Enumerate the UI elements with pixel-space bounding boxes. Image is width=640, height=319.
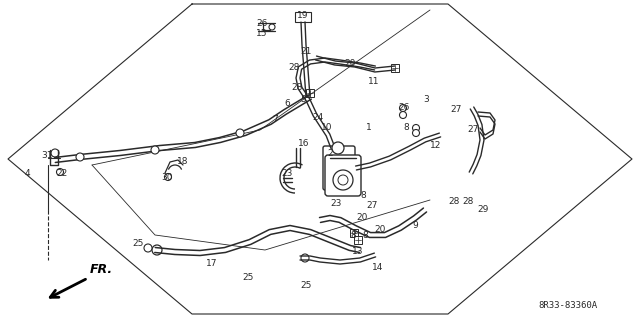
Circle shape — [152, 245, 162, 255]
Bar — [306, 89, 314, 97]
Circle shape — [399, 112, 406, 118]
Text: 12: 12 — [430, 140, 442, 150]
FancyBboxPatch shape — [323, 146, 355, 190]
Text: 20: 20 — [344, 58, 356, 68]
Bar — [391, 64, 399, 72]
Bar — [354, 236, 362, 244]
Text: 9: 9 — [412, 220, 418, 229]
Text: 10: 10 — [321, 123, 333, 132]
Circle shape — [51, 149, 59, 157]
Text: 4: 4 — [24, 168, 30, 177]
Text: 28: 28 — [288, 63, 300, 72]
Text: 1: 1 — [366, 123, 372, 132]
Circle shape — [144, 244, 152, 252]
Circle shape — [332, 142, 344, 154]
Text: 20: 20 — [356, 213, 368, 222]
Text: 11: 11 — [368, 78, 380, 86]
Circle shape — [399, 105, 406, 112]
Text: 2: 2 — [327, 149, 333, 158]
Text: 23: 23 — [282, 168, 292, 177]
Text: 19: 19 — [297, 11, 308, 19]
Text: 25: 25 — [132, 240, 144, 249]
Text: 7: 7 — [272, 115, 278, 124]
Text: 27: 27 — [451, 106, 461, 115]
Text: 26: 26 — [398, 103, 410, 113]
Text: 28: 28 — [291, 83, 303, 92]
Text: 27: 27 — [366, 201, 378, 210]
Circle shape — [151, 146, 159, 154]
Circle shape — [338, 175, 348, 185]
Text: FR.: FR. — [90, 263, 113, 276]
Circle shape — [76, 153, 84, 161]
Text: 18: 18 — [177, 158, 189, 167]
Text: 5: 5 — [300, 95, 306, 105]
Text: 26: 26 — [256, 19, 268, 27]
Circle shape — [301, 254, 309, 262]
Text: 3: 3 — [423, 95, 429, 105]
Text: 8: 8 — [360, 190, 366, 199]
Text: 8R33-83360A: 8R33-83360A — [538, 301, 598, 310]
Circle shape — [269, 24, 275, 30]
Text: 8: 8 — [350, 231, 356, 240]
Text: 27: 27 — [467, 125, 479, 135]
Text: 15: 15 — [256, 28, 268, 38]
Circle shape — [56, 168, 63, 175]
Text: 8: 8 — [362, 231, 368, 240]
Text: 25: 25 — [300, 280, 312, 290]
Text: 30: 30 — [161, 173, 173, 182]
Bar — [350, 229, 358, 237]
Circle shape — [164, 174, 172, 181]
Text: 17: 17 — [206, 258, 218, 268]
Circle shape — [413, 124, 419, 131]
Circle shape — [333, 170, 353, 190]
Text: 25: 25 — [243, 273, 253, 283]
Text: 28: 28 — [448, 197, 460, 206]
Text: 6: 6 — [284, 99, 290, 108]
Text: 22: 22 — [56, 168, 68, 177]
Circle shape — [413, 130, 419, 137]
Text: 31: 31 — [41, 151, 52, 160]
Text: 21: 21 — [300, 48, 312, 56]
Text: 23: 23 — [330, 198, 342, 207]
Text: 20: 20 — [374, 226, 386, 234]
Text: 29: 29 — [477, 205, 489, 214]
Text: 24: 24 — [312, 114, 324, 122]
Text: 8: 8 — [403, 123, 409, 132]
Text: 13: 13 — [352, 248, 364, 256]
Text: 28: 28 — [462, 197, 474, 206]
Text: 14: 14 — [372, 263, 384, 272]
FancyBboxPatch shape — [325, 155, 361, 196]
Circle shape — [236, 129, 244, 137]
Text: 16: 16 — [298, 138, 310, 147]
Bar — [295, 12, 311, 22]
